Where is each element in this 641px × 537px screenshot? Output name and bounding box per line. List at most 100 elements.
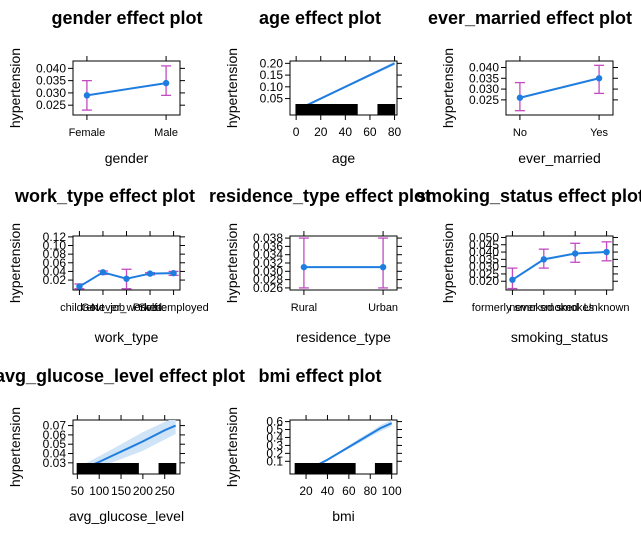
x-axis-title: smoking_status bbox=[511, 329, 608, 345]
y-tick-label: 0.2 bbox=[266, 446, 283, 460]
panel-title: gender effect plot bbox=[51, 8, 202, 28]
y-axis-title: hypertension bbox=[7, 223, 23, 303]
x-tick-label: Rural bbox=[291, 302, 317, 314]
y-tick-label: 0.025 bbox=[469, 93, 499, 107]
y-tick-label: 0.038 bbox=[253, 231, 283, 245]
y-tick-label: 0.035 bbox=[469, 71, 499, 85]
x-tick-label: Unknown bbox=[584, 302, 630, 314]
y-axis-title: hypertension bbox=[7, 48, 23, 128]
plot-frame bbox=[505, 235, 614, 291]
y-tick-label: 0.5 bbox=[266, 423, 283, 437]
y-tick-label: 0.03 bbox=[43, 456, 67, 470]
x-axis-title: age bbox=[332, 150, 356, 166]
effect-point bbox=[170, 269, 177, 277]
y-tick-label: 0.08 bbox=[43, 247, 67, 261]
y-tick-label: 0.02 bbox=[43, 273, 67, 287]
panel-title: work_type effect plot bbox=[14, 186, 195, 206]
x-axis-title: work_type bbox=[94, 329, 159, 345]
x-axis-title: bmi bbox=[332, 508, 355, 524]
x-tick-label: Female bbox=[69, 127, 106, 139]
y-tick-label: 0.030 bbox=[469, 260, 499, 274]
x-tick-label: 60 bbox=[363, 125, 377, 139]
x-tick-label: 200 bbox=[133, 484, 153, 498]
y-tick-label: 0.030 bbox=[253, 264, 283, 278]
x-tick-label: 100 bbox=[89, 484, 109, 498]
y-tick-label: 0.15 bbox=[260, 68, 284, 82]
x-tick-label: 20 bbox=[314, 125, 328, 139]
panel-title: age effect plot bbox=[259, 8, 381, 28]
y-tick-label: 0.04 bbox=[43, 264, 67, 278]
y-axis-title: hypertension bbox=[224, 48, 240, 128]
x-axis-title: ever_married bbox=[518, 150, 600, 166]
y-tick-label: 0.6 bbox=[266, 415, 283, 429]
x-tick-label: smokes bbox=[556, 302, 594, 314]
effect-point bbox=[571, 250, 579, 257]
effect-point bbox=[99, 269, 107, 276]
y-tick-label: 0.06 bbox=[43, 256, 67, 270]
x-tick-label: formerly smoked bbox=[472, 302, 553, 314]
effect-point bbox=[603, 248, 610, 256]
effect-point bbox=[76, 283, 83, 290]
x-tick-label: never smoked bbox=[509, 302, 578, 314]
data-layer bbox=[507, 241, 612, 290]
panel-title: ever_married effect plot bbox=[428, 8, 632, 28]
effect-panel: residence_type effect plot0.0260.0280.03… bbox=[209, 186, 431, 345]
x-tick-label: 80 bbox=[388, 125, 402, 139]
y-tick-label: 0.045 bbox=[469, 238, 499, 252]
y-tick-label: 0.025 bbox=[469, 267, 499, 281]
data-layer bbox=[295, 61, 396, 115]
y-tick-label: 0.035 bbox=[469, 252, 499, 266]
y-tick-label: 0.040 bbox=[469, 60, 499, 74]
effect-point bbox=[123, 275, 130, 282]
panel-title: smoking_status effect plot bbox=[416, 186, 641, 206]
effect-panel: bmi effect plot 0.10.20.30.40.50.6 20 40 60 8… bbox=[224, 366, 402, 524]
data-layer bbox=[514, 64, 605, 112]
x-tick-label: children bbox=[60, 302, 99, 314]
effect-point bbox=[300, 263, 308, 271]
x-tick-label: Never_worked bbox=[91, 302, 162, 314]
y-tick-label: 0.4 bbox=[266, 430, 283, 444]
data-layer bbox=[298, 237, 389, 289]
y-tick-label: 0.10 bbox=[43, 239, 67, 253]
x-tick-label: 80 bbox=[364, 484, 378, 498]
effect-line bbox=[511, 251, 607, 281]
y-tick-label: 0.032 bbox=[253, 256, 283, 270]
x-tick-label: Male bbox=[154, 127, 178, 139]
y-tick-label: 0.028 bbox=[253, 273, 283, 287]
y-tick-label: 0.1 bbox=[266, 454, 283, 468]
x-tick-label: 0 bbox=[293, 125, 300, 139]
x-tick-label: 40 bbox=[339, 125, 353, 139]
y-tick-label: 0.05 bbox=[260, 92, 284, 106]
y-tick-label: 0.025 bbox=[36, 98, 66, 112]
x-tick-label: 40 bbox=[321, 484, 335, 498]
rug bbox=[294, 463, 393, 474]
x-tick-label: No bbox=[513, 127, 527, 139]
y-tick-label: 0.030 bbox=[469, 82, 499, 96]
data-layer bbox=[74, 268, 179, 290]
effect-point bbox=[516, 94, 524, 101]
y-axis-title: hypertension bbox=[7, 407, 23, 487]
x-tick-label: Self-employed bbox=[138, 302, 208, 314]
effect-panel: smoking_status effect plot 0.0200.0250.03… bbox=[416, 186, 641, 345]
effect-point bbox=[540, 256, 548, 263]
x-tick-label: Yes bbox=[590, 127, 608, 139]
effect-panel: ever_married effect plot 0.0250.0300.0350… bbox=[428, 8, 632, 166]
x-tick-label: Private bbox=[133, 302, 167, 314]
y-axis-title: hypertension bbox=[224, 407, 240, 487]
y-tick-label: 0.10 bbox=[260, 80, 284, 94]
y-axis-title: hypertension bbox=[440, 48, 456, 128]
effect-point bbox=[146, 270, 154, 277]
effect-panel: age effect plot 0.050.100.150.20 0 20 40 60 80… bbox=[224, 8, 402, 166]
effect-point bbox=[595, 75, 603, 82]
y-tick-label: 0.05 bbox=[43, 437, 67, 451]
y-axis-title: hypertension bbox=[440, 223, 456, 303]
y-tick-label: 0.06 bbox=[43, 428, 67, 442]
y-tick-label: 0.036 bbox=[253, 239, 283, 253]
effect-point bbox=[379, 263, 387, 271]
x-tick-label: Urban bbox=[368, 302, 398, 314]
plot-frame bbox=[72, 60, 181, 116]
effect-line bbox=[295, 62, 395, 112]
y-tick-label: 0.020 bbox=[469, 274, 499, 288]
